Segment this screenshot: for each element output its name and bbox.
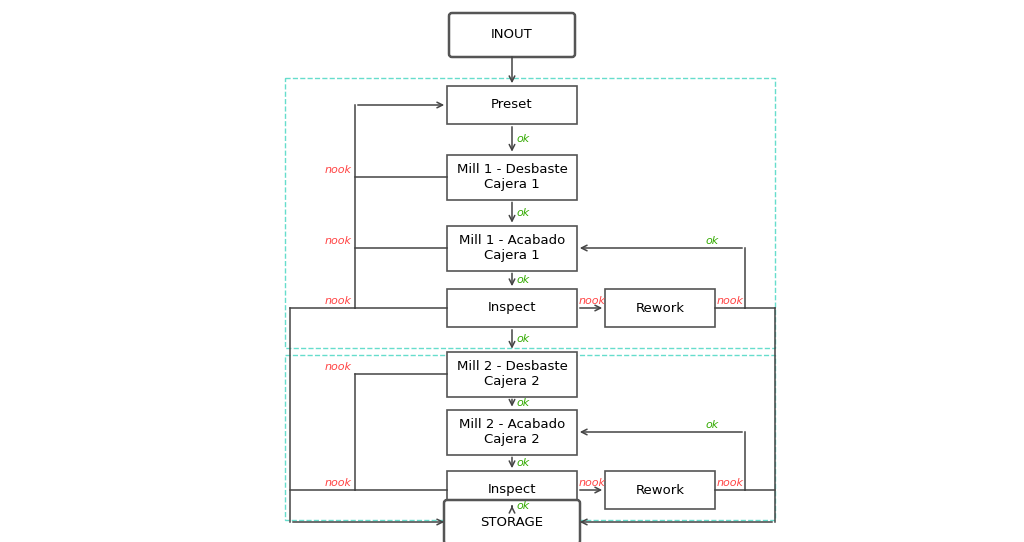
Text: STORAGE: STORAGE	[480, 515, 544, 528]
Bar	[447, 225, 577, 270]
Bar	[605, 471, 715, 509]
Text: ok: ok	[516, 501, 529, 511]
Text: ok: ok	[516, 334, 529, 344]
Bar	[285, 355, 775, 520]
Bar	[447, 352, 577, 397]
Text: ok: ok	[516, 458, 529, 468]
Text: ok: ok	[516, 275, 529, 285]
FancyBboxPatch shape	[449, 13, 575, 57]
Text: Mill 2 - Acabado
Cajera 2: Mill 2 - Acabado Cajera 2	[459, 418, 565, 446]
Text: nook: nook	[717, 478, 744, 488]
Text: ok: ok	[516, 398, 529, 408]
Text: nook: nook	[325, 478, 352, 488]
Text: Inspect: Inspect	[487, 483, 537, 496]
Bar	[447, 289, 577, 327]
Bar	[447, 86, 577, 124]
Text: nook: nook	[325, 165, 352, 175]
Text: ok: ok	[516, 134, 529, 144]
Text: ok: ok	[705, 236, 718, 246]
Text: Mill 2 - Desbaste
Cajera 2: Mill 2 - Desbaste Cajera 2	[457, 360, 567, 388]
Text: Preset: Preset	[492, 99, 532, 112]
Text: nook: nook	[325, 236, 352, 246]
Text: INOUT: INOUT	[492, 29, 532, 42]
Bar	[447, 154, 577, 199]
Text: ok: ok	[516, 208, 529, 217]
Text: Inspect: Inspect	[487, 301, 537, 314]
Bar	[605, 289, 715, 327]
Text: ok: ok	[705, 420, 718, 430]
Text: nook: nook	[579, 296, 606, 306]
Text: Rework: Rework	[636, 301, 684, 314]
FancyBboxPatch shape	[444, 500, 580, 542]
Bar	[447, 471, 577, 509]
Text: nook: nook	[579, 478, 606, 488]
Text: nook: nook	[325, 362, 352, 372]
Bar	[285, 78, 775, 348]
Bar	[447, 410, 577, 455]
Text: nook: nook	[717, 296, 744, 306]
Text: Mill 1 - Desbaste
Cajera 1: Mill 1 - Desbaste Cajera 1	[457, 163, 567, 191]
Text: Mill 1 - Acabado
Cajera 1: Mill 1 - Acabado Cajera 1	[459, 234, 565, 262]
Text: Rework: Rework	[636, 483, 684, 496]
Text: nook: nook	[325, 296, 352, 306]
